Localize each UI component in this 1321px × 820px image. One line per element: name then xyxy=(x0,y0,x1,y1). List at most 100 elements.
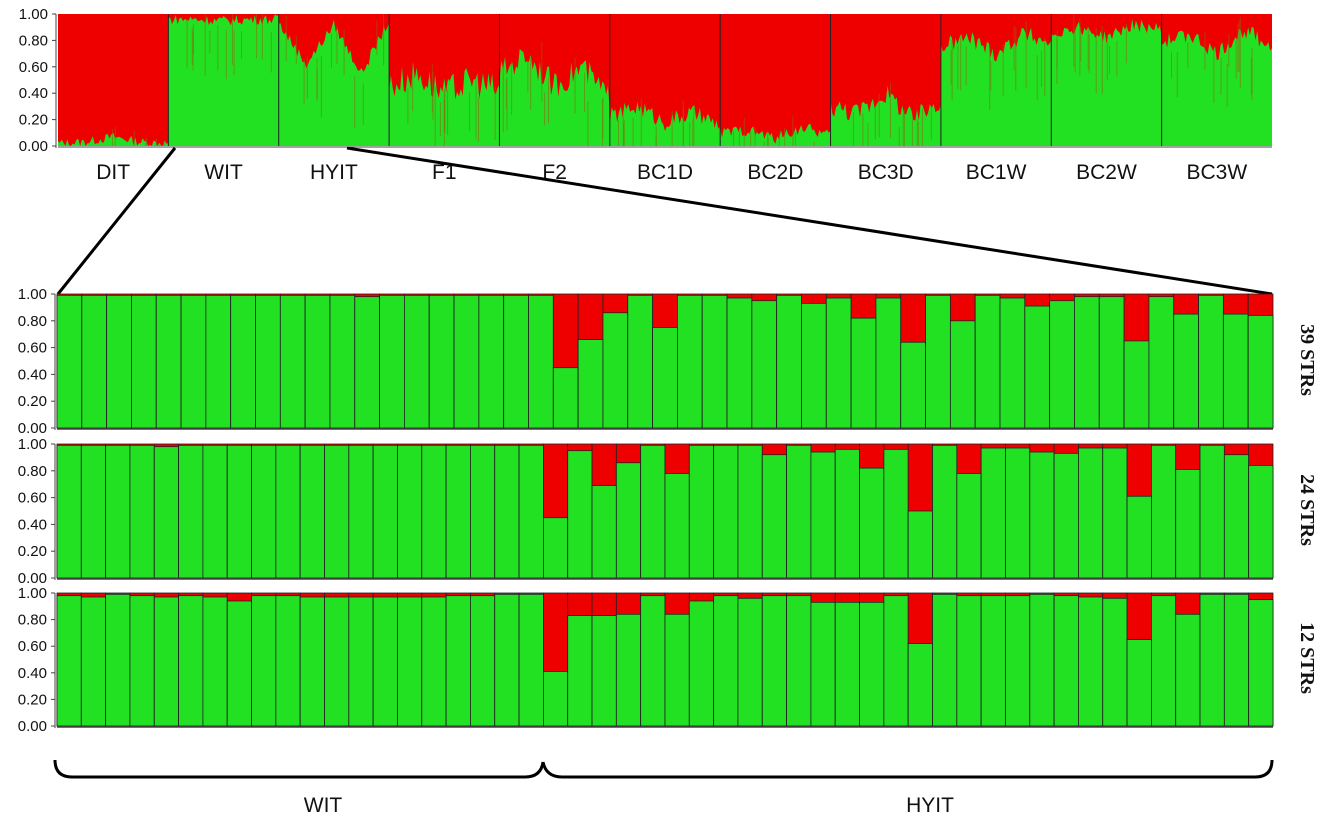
p39-bar-lower xyxy=(825,297,852,429)
p39-bar-lower xyxy=(106,294,132,429)
p24-bar xyxy=(1029,443,1055,579)
p39-bar xyxy=(106,293,132,429)
p12-bar xyxy=(883,592,909,727)
p12-bar xyxy=(324,592,350,727)
p24-bar-lower xyxy=(275,444,301,579)
p12-bar-lower xyxy=(80,596,107,727)
p39-bar xyxy=(627,293,653,429)
p39-bar xyxy=(999,293,1026,429)
p24-bar xyxy=(324,443,350,579)
p12-bar-lower xyxy=(1029,593,1055,727)
p12-bar-lower xyxy=(105,593,131,727)
p12-bar-lower xyxy=(324,596,350,727)
p39-bar-lower xyxy=(1173,313,1199,429)
p12-bar xyxy=(907,592,933,727)
p12-bar-lower xyxy=(834,601,860,727)
p39-bar-lower xyxy=(900,341,926,429)
p24-bar-lower xyxy=(324,444,350,579)
p24-bar-lower xyxy=(1199,444,1225,579)
p12-bar-lower xyxy=(129,595,155,727)
p39-bar xyxy=(205,293,232,429)
overview-lower-f2 xyxy=(499,48,610,146)
p12-bar-lower xyxy=(445,595,471,727)
p12-bar xyxy=(1199,592,1225,727)
p24-bar-lower xyxy=(567,450,593,579)
p39-bar xyxy=(1148,293,1175,429)
p39-bar xyxy=(155,293,182,429)
p39-y-tick-label: 0.60 xyxy=(18,340,47,357)
overview-y-tick-label: 0.40 xyxy=(19,85,48,102)
p39-bar-lower xyxy=(1123,340,1150,429)
p24-bar xyxy=(1102,443,1128,579)
p24-bar xyxy=(786,443,812,579)
overview-panel: DIT WIT HYIT F1 F2 BC1D BC2D BC3D BC1W BC2W BC3W 1.… xyxy=(19,6,1272,184)
p12-bar xyxy=(688,592,715,727)
p12-bar xyxy=(713,592,739,727)
p12-bar xyxy=(834,592,860,727)
p12-bar xyxy=(202,592,228,727)
p24-bar xyxy=(518,443,544,579)
overview-lower-hyit xyxy=(278,19,390,146)
overview-group-f2: F2 xyxy=(498,14,610,184)
p12-bar-lower xyxy=(56,595,82,727)
p39-bar-lower xyxy=(155,294,182,429)
p12-bar xyxy=(980,592,1006,727)
p39-bar-lower xyxy=(428,294,455,429)
p39-bar-lower xyxy=(205,294,232,429)
p39-bar xyxy=(279,293,306,429)
p39-bar xyxy=(131,293,157,429)
p24-bar-lower xyxy=(299,444,325,579)
p39-bar-lower xyxy=(925,294,951,429)
p24-bar-lower xyxy=(1005,447,1031,579)
p12-bar xyxy=(275,592,301,727)
p39-bar-lower xyxy=(577,339,604,429)
zoom-line-left xyxy=(56,147,177,295)
p12-bar-lower xyxy=(859,601,885,727)
overview-y-tick-label: 0.20 xyxy=(19,112,48,129)
overview-y-tick-label: 0.00 xyxy=(19,138,48,155)
overview-lower-bc2d xyxy=(720,123,831,146)
overview-group-label: BC2D xyxy=(747,161,803,184)
p24-bar-lower xyxy=(470,444,496,579)
overview-group-label: BC1W xyxy=(966,161,1027,184)
p24-bar xyxy=(688,443,715,579)
p12-bar xyxy=(591,592,617,727)
p39-bar-lower xyxy=(999,297,1026,429)
p39-bar-lower xyxy=(329,294,356,429)
p12-bar-lower xyxy=(543,671,569,727)
p39-bar xyxy=(230,293,256,429)
p39-bar-lower xyxy=(1049,300,1075,429)
p39-bar xyxy=(379,293,405,429)
zoom-connector-lines xyxy=(56,146,1273,296)
p12-bar-lower xyxy=(1078,596,1104,727)
p12-bar xyxy=(1053,592,1079,727)
overview-group-label: WIT xyxy=(204,161,243,184)
p24-bar xyxy=(615,443,642,579)
p24-y-tick-label: 0.40 xyxy=(18,516,47,533)
p24-bar xyxy=(591,443,617,579)
p12-bar xyxy=(932,592,958,727)
p39-bar xyxy=(354,293,381,429)
overview-group-f1: F1 xyxy=(388,14,500,184)
p24-bar-lower xyxy=(1029,451,1055,579)
p12-bar-lower xyxy=(688,600,715,727)
p24-bar-lower xyxy=(810,451,836,579)
p39-bar xyxy=(1198,293,1224,429)
p12-bar-lower xyxy=(1199,593,1225,727)
p39-bar-lower xyxy=(974,294,1001,429)
p24-bar xyxy=(251,443,277,579)
p12-bar-lower xyxy=(470,595,496,727)
p39-bar-lower xyxy=(776,294,802,429)
overview-lower-bc3d xyxy=(830,85,941,146)
overview-group-label: HYIT xyxy=(310,161,358,184)
p12-y-tick-label: 0.00 xyxy=(18,718,47,735)
brace-wit xyxy=(53,759,545,779)
p39-bar-lower xyxy=(1222,313,1249,429)
p12-bar-lower xyxy=(299,596,325,727)
p24-bar-lower xyxy=(688,444,715,579)
p12-bar xyxy=(445,592,471,727)
p39-bar-lower xyxy=(801,302,827,429)
p39-bar xyxy=(652,293,678,429)
p12-y-tick-label: 0.20 xyxy=(18,691,47,708)
overview-upper-bc2d xyxy=(720,14,831,146)
